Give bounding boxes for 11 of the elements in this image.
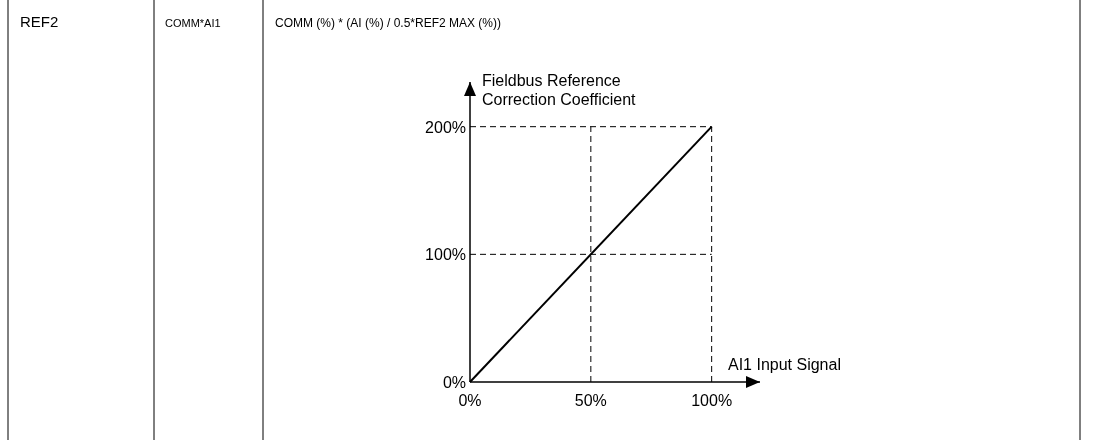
text: COMM*AI1 (165, 17, 221, 29)
x-axis-title: AI1 Input Signal (728, 356, 841, 373)
x-tick-label: 0% (458, 392, 482, 409)
y-tick-label: 100% (425, 246, 466, 264)
x-tick-label: 50% (574, 392, 607, 409)
y-tick-label: 200% (425, 118, 466, 136)
text: REF2 (20, 13, 59, 30)
y-tick-label: 0% (442, 374, 466, 391)
x-tick-label: 100% (691, 392, 733, 409)
text: COMM (%) * (AI (%) / 0.5*REF2 MAX (%)) (275, 16, 502, 30)
y-axis-title: Fieldbus Reference Correction Coefficient (482, 72, 637, 108)
